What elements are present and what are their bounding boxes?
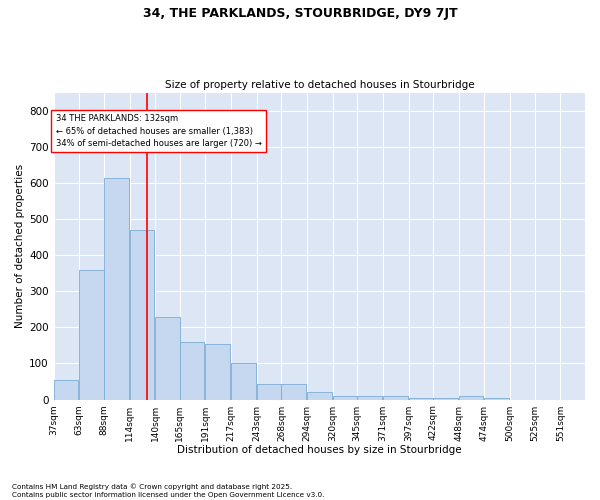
Bar (281, 384, 306, 400)
Bar (459, 396, 484, 400)
Bar (484, 398, 509, 400)
Bar (205, 344, 230, 400)
Bar (130, 230, 154, 400)
Text: 34 THE PARKLANDS: 132sqm
← 65% of detached houses are smaller (1,383)
34% of sem: 34 THE PARKLANDS: 132sqm ← 65% of detach… (56, 114, 262, 148)
Bar (433, 398, 458, 400)
Bar (409, 398, 433, 400)
Bar (257, 384, 281, 400)
Y-axis label: Number of detached properties: Number of detached properties (15, 164, 25, 328)
Bar (53, 380, 78, 400)
Bar (104, 178, 128, 400)
Bar (307, 392, 332, 400)
Bar (357, 396, 382, 400)
Bar (231, 364, 256, 400)
Bar (332, 396, 357, 400)
Text: Contains HM Land Registry data © Crown copyright and database right 2025.
Contai: Contains HM Land Registry data © Crown c… (12, 483, 325, 498)
Title: Size of property relative to detached houses in Stourbridge: Size of property relative to detached ho… (164, 80, 474, 90)
Bar (79, 270, 104, 400)
Bar (180, 342, 205, 400)
Bar (155, 316, 180, 400)
Text: 34, THE PARKLANDS, STOURBRIDGE, DY9 7JT: 34, THE PARKLANDS, STOURBRIDGE, DY9 7JT (143, 8, 457, 20)
Bar (383, 396, 407, 400)
X-axis label: Distribution of detached houses by size in Stourbridge: Distribution of detached houses by size … (177, 445, 461, 455)
